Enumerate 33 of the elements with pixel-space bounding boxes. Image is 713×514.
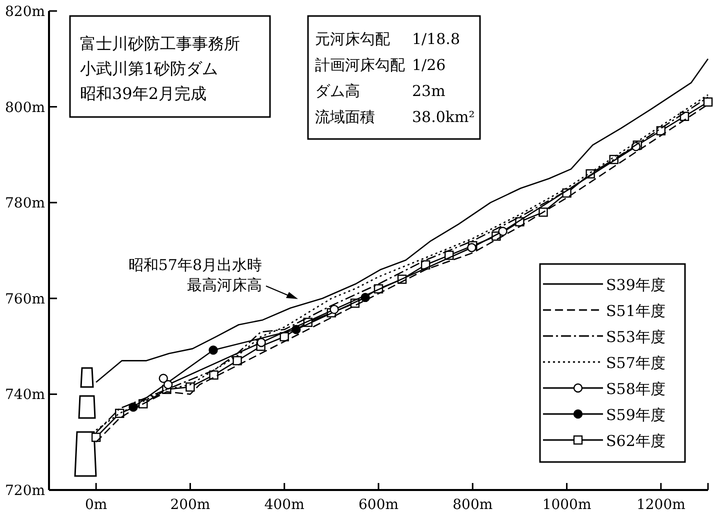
annotation: 計画河床勾配 <box>315 56 405 74</box>
annotation: 1/26 <box>412 56 446 74</box>
annotation: 昭和57年8月出水時 <box>128 256 262 274</box>
legend-label: S59年度 <box>606 406 666 424</box>
annotation: 23m <box>412 82 446 100</box>
y-tick-label: 760m <box>5 291 45 308</box>
legend-label: S39年度 <box>606 276 666 294</box>
legend-label: S53年度 <box>606 328 666 346</box>
annotation: 富士川砂防工事事務所 <box>80 34 240 53</box>
annotation: 小武川第1砂防ダム <box>80 59 218 78</box>
x-tick-label: 600m <box>358 497 398 513</box>
x-tick-label: 1200m <box>636 497 686 513</box>
annotation: 流域面積 <box>315 108 375 126</box>
annotation: 1/18.8 <box>412 30 460 48</box>
x-tick-label: 0m <box>84 497 108 513</box>
y-tick-label: 820m <box>5 4 45 20</box>
x-tick-label: 1000m <box>542 497 592 513</box>
y-tick-label: 720m <box>5 483 45 499</box>
x-tick-label: 400m <box>264 497 304 513</box>
annotation: ダム高 <box>315 82 360 100</box>
x-tick-label: 200m <box>170 497 210 513</box>
annotation: 最高河床高 <box>187 276 262 294</box>
legend-label: S62年度 <box>606 432 666 450</box>
annotation: 元河床勾配 <box>315 30 390 48</box>
y-tick-label: 780m <box>5 196 45 212</box>
annotation: 38.0km² <box>412 108 475 126</box>
y-tick-label: 800m <box>5 100 45 116</box>
legend-label: S58年度 <box>606 380 666 398</box>
x-tick-label: 800m <box>452 497 493 513</box>
y-tick-label: 740m <box>5 387 45 404</box>
legend-label: S51年度 <box>606 302 666 320</box>
annotation: 昭和39年2月完成 <box>80 84 207 103</box>
legend-label: S57年度 <box>606 354 666 372</box>
